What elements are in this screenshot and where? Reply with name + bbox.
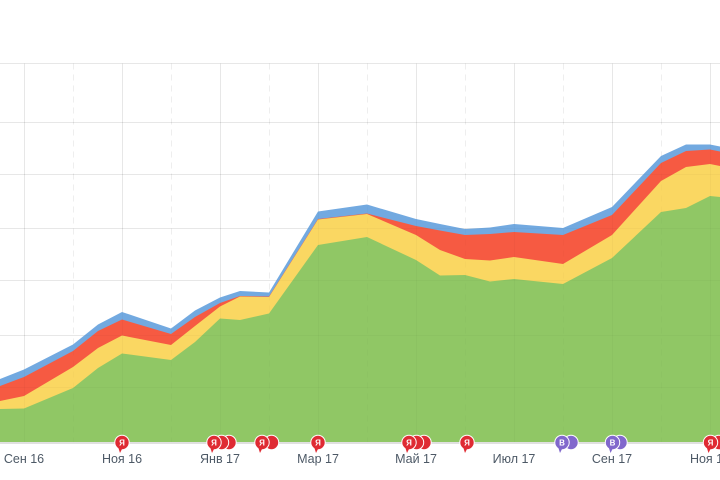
svg-text:Я: Я xyxy=(259,439,265,448)
svg-text:В: В xyxy=(610,439,616,448)
svg-text:Я: Я xyxy=(406,439,412,448)
svg-text:Ноя 16: Ноя 16 xyxy=(102,452,142,466)
svg-text:В: В xyxy=(559,439,565,448)
svg-text:Сен 16: Сен 16 xyxy=(4,452,44,466)
svg-text:Мар 17: Мар 17 xyxy=(297,452,339,466)
svg-text:Янв 17: Янв 17 xyxy=(200,452,240,466)
svg-text:Май 17: Май 17 xyxy=(395,452,437,466)
svg-text:Я: Я xyxy=(119,439,125,448)
svg-text:Я: Я xyxy=(708,439,714,448)
svg-text:Я: Я xyxy=(211,439,217,448)
svg-text:Я: Я xyxy=(464,439,470,448)
svg-text:Ноя 17: Ноя 17 xyxy=(690,452,720,466)
svg-text:Июл 17: Июл 17 xyxy=(493,452,536,466)
svg-text:Сен 17: Сен 17 xyxy=(592,452,632,466)
svg-text:Я: Я xyxy=(315,439,321,448)
